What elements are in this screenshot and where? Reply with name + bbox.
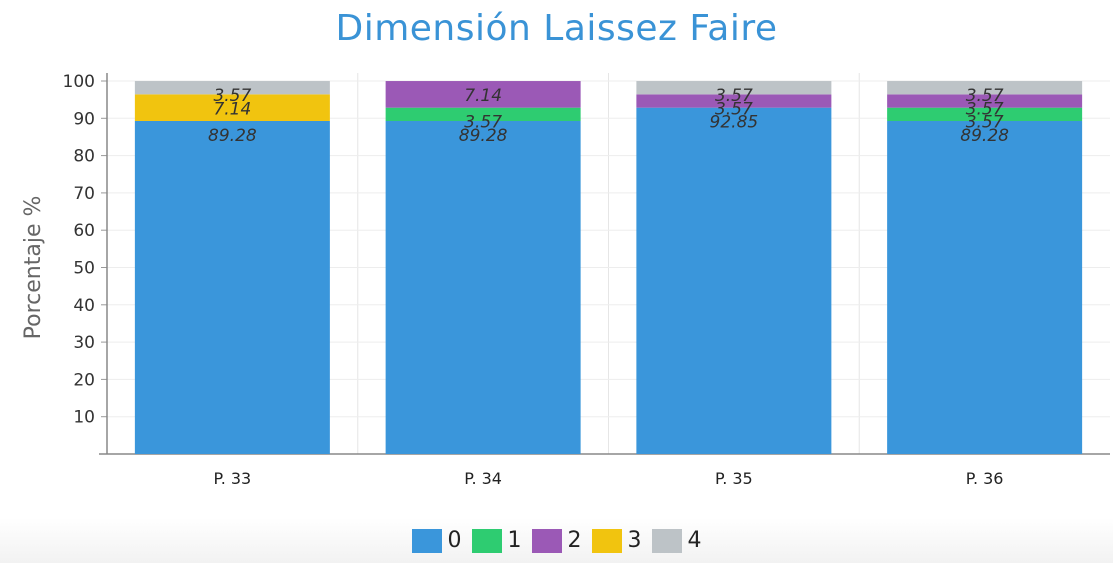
legend-label: 3	[627, 528, 642, 553]
legend-swatch	[471, 528, 502, 553]
x-tick-label: P. 36	[966, 469, 1004, 488]
x-tick-label: P. 34	[464, 469, 502, 488]
data-label: 89.28	[459, 126, 508, 146]
bar-segment-4[interactable]	[134, 81, 330, 95]
data-label: 3.57	[213, 86, 251, 106]
bar-segment-1[interactable]	[887, 107, 1083, 121]
bar-segment-0[interactable]	[636, 107, 832, 455]
data-label: 3.57	[464, 113, 502, 133]
bar-segment-4[interactable]	[636, 81, 832, 95]
legend-label: 0	[447, 528, 462, 553]
bar-segment-2[interactable]	[385, 81, 581, 108]
bar-segment-0[interactable]	[134, 120, 330, 455]
bar-segment-4[interactable]	[887, 81, 1083, 95]
legend: 0 1 2 3 4	[0, 528, 1113, 553]
y-tick-label: 100	[63, 72, 95, 92]
data-label: 7.14	[213, 99, 251, 119]
chart-svg: 10 20 30 40 50 60 70 80 90 100 Porcentaje % 89.28 7.…	[21, 72, 1110, 488]
y-tick-label: 10	[73, 408, 95, 428]
x-tick-label: P. 33	[214, 469, 252, 488]
legend-swatch	[591, 528, 622, 553]
data-label: 3.57	[715, 86, 753, 106]
legend-item-2[interactable]: 2	[531, 528, 582, 553]
bar-segment-3[interactable]	[134, 94, 330, 121]
legend-label: 1	[507, 528, 522, 553]
y-tick-label: 60	[73, 221, 95, 241]
legend-swatch	[531, 528, 562, 553]
bar-segment-0[interactable]	[887, 120, 1083, 455]
data-label: 92.85	[710, 113, 759, 133]
legend-swatch	[651, 528, 682, 553]
bar-segment-1[interactable]	[385, 107, 581, 121]
data-label: 89.28	[208, 126, 257, 146]
data-label: 7.14	[464, 86, 502, 106]
y-axis-label: Porcentaje %	[21, 196, 46, 340]
bar-segment-0[interactable]	[385, 120, 581, 455]
y-tick-label: 90	[73, 109, 95, 129]
legend-item-4[interactable]: 4	[651, 528, 702, 553]
data-label: 3.57	[966, 86, 1004, 106]
y-tick-label: 40	[73, 296, 95, 316]
y-tick-label: 30	[73, 333, 95, 353]
y-tick-label: 80	[73, 147, 95, 167]
chart-title: Dimensión Laissez Faire	[335, 8, 778, 49]
legend-item-3[interactable]: 3	[591, 528, 642, 553]
bar-segment-2[interactable]	[636, 94, 832, 108]
legend-swatch	[411, 528, 442, 553]
data-label: 3.57	[966, 113, 1004, 133]
x-tick-label: P. 35	[715, 469, 753, 488]
legend-label: 2	[567, 528, 582, 553]
legend-label: 4	[687, 528, 702, 553]
data-label: 89.28	[960, 126, 1009, 146]
legend-item-1[interactable]: 1	[471, 528, 522, 553]
y-tick-label: 50	[73, 259, 95, 279]
legend-item-0[interactable]: 0	[411, 528, 462, 553]
bar-segment-2[interactable]	[887, 94, 1083, 108]
y-tick-label: 20	[73, 370, 95, 390]
data-label: 3.57	[966, 99, 1004, 119]
data-label: 3.57	[715, 99, 753, 119]
y-tick-label: 70	[73, 184, 95, 204]
